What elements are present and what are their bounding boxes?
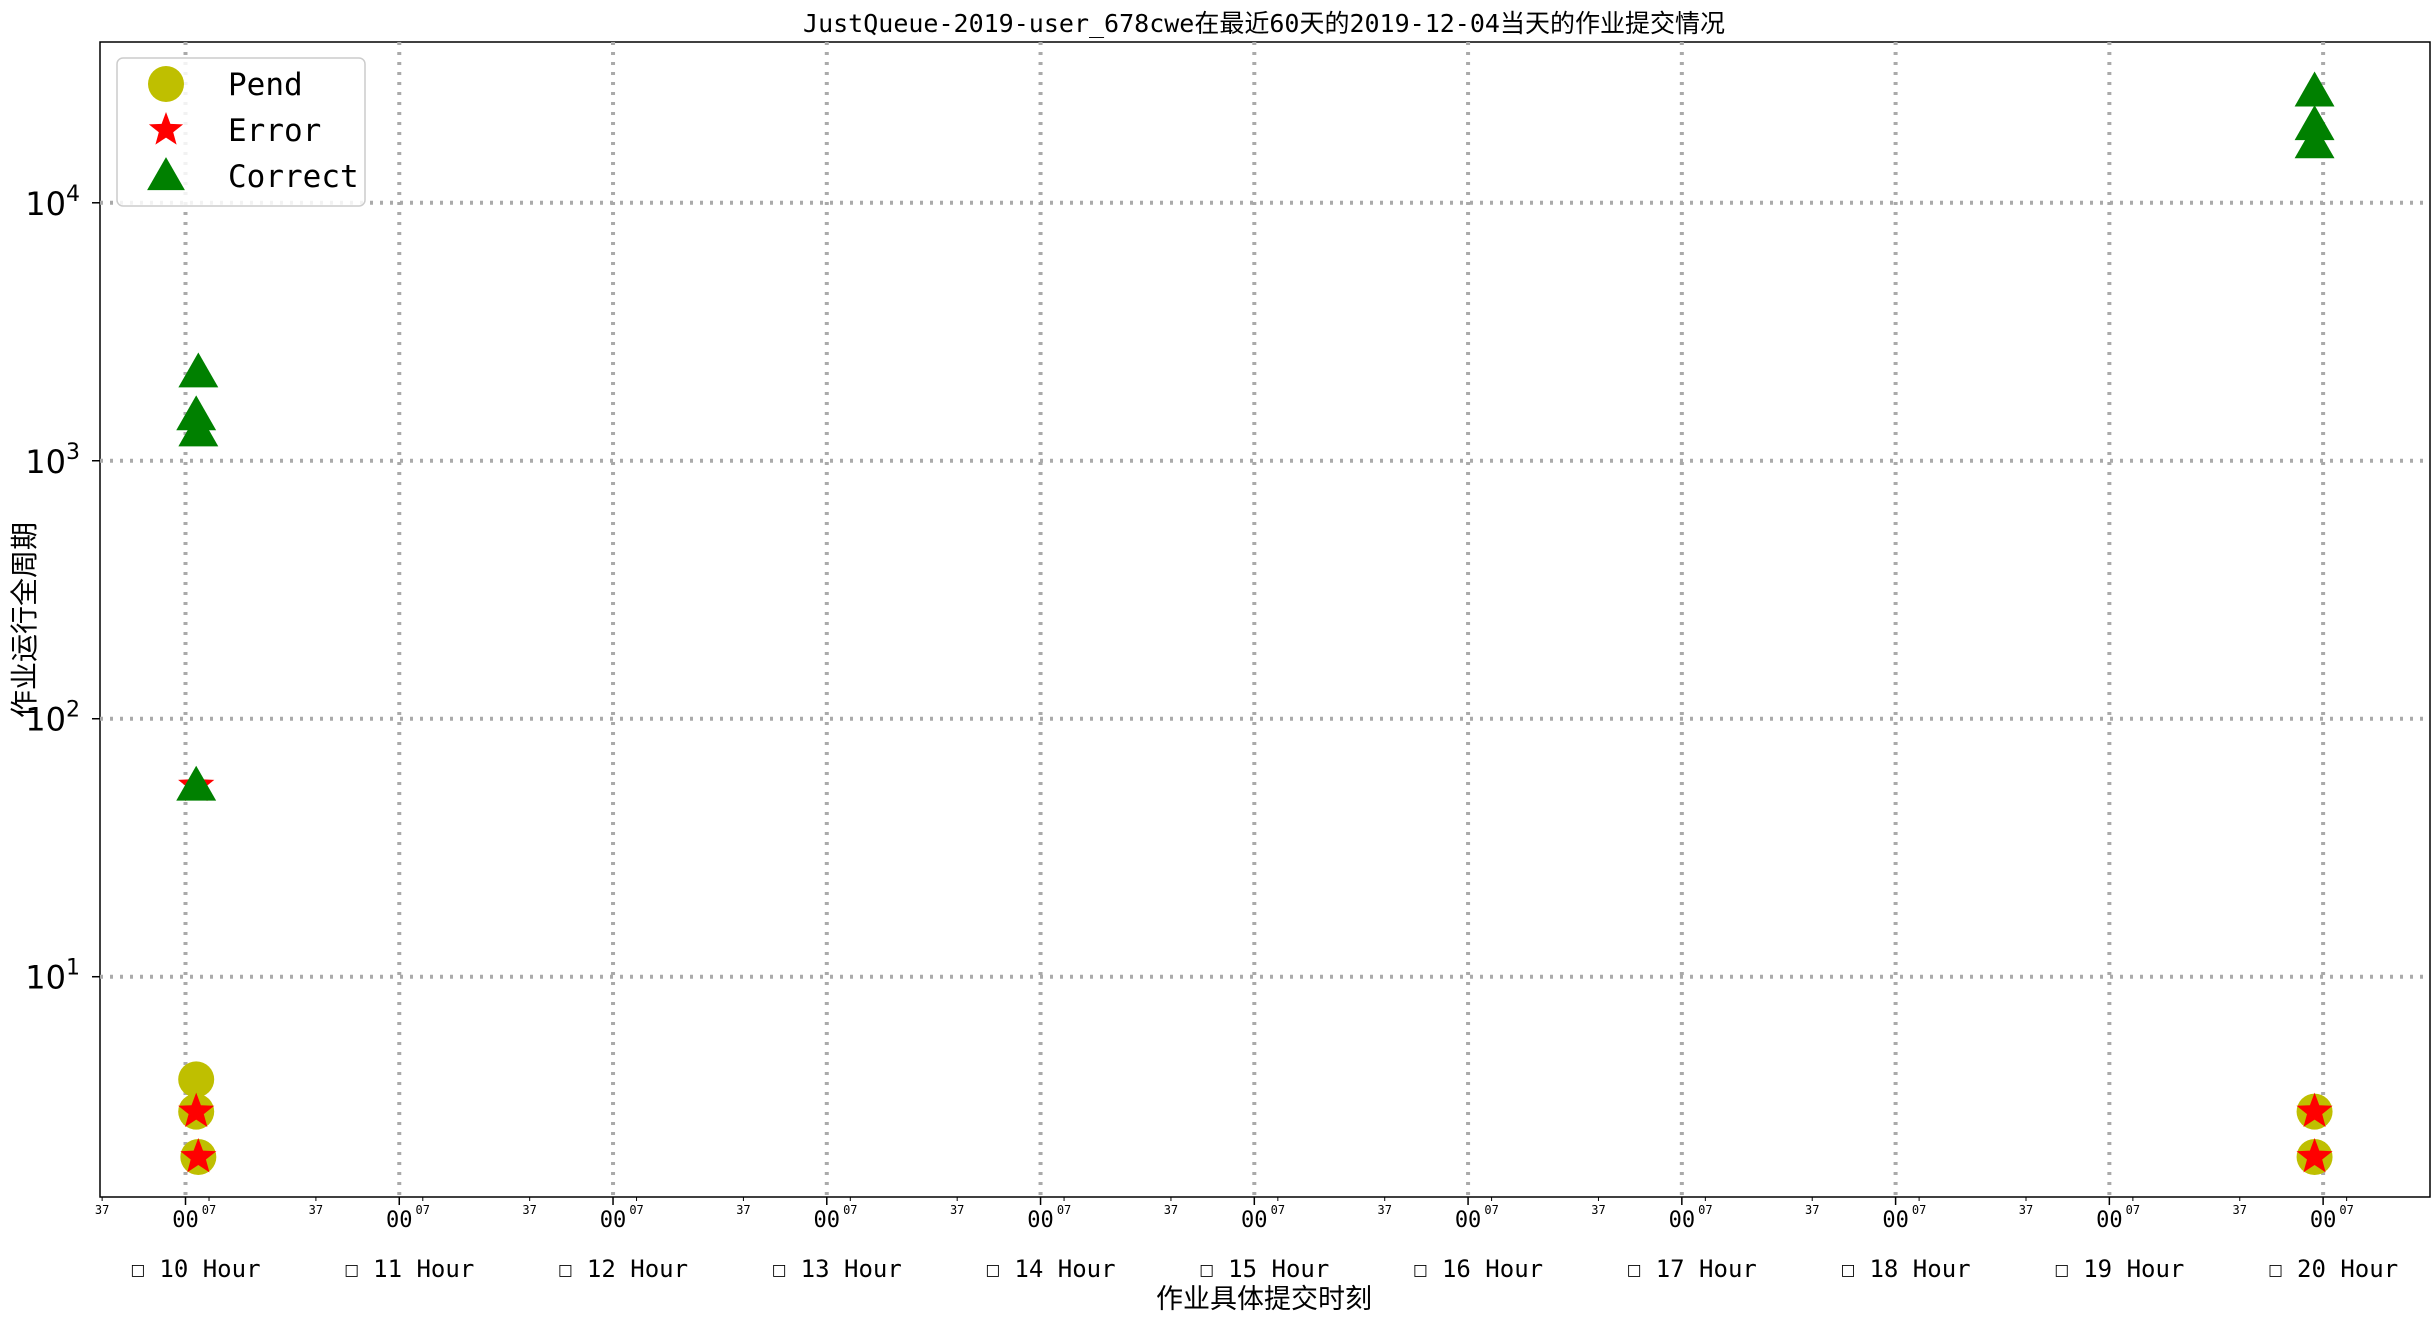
x-axis: 00 37 07 ☐ 10 Hour 00 37 07 ☐ 11 Hour 00 37 07 ☐ 12… [95, 1197, 2398, 1283]
x-major-tick-label: 00 [2096, 1208, 2123, 1233]
x-axis-label: 作业具体提交时刻 [1156, 1284, 1372, 1315]
x-minor-tick-label: 37 [1591, 1203, 1605, 1217]
x-major-tick-label: 00 [1669, 1208, 1696, 1233]
data-point-error [178, 1092, 215, 1127]
x-major-tick-label: 00 [1455, 1208, 1482, 1233]
x-minor-tick-label: 37 [2233, 1203, 2247, 1217]
x-minor-tick-label: 07 [2126, 1203, 2140, 1217]
x-major-tick-label: 00 [386, 1208, 413, 1233]
legend-label-pend: Pend [228, 67, 303, 103]
x-hour-label: ☐ 15 Hour [1199, 1255, 1329, 1283]
x-hour-label: ☐ 14 Hour [986, 1255, 1116, 1283]
x-minor-tick-label: 07 [1484, 1203, 1498, 1217]
x-minor-tick-label: 37 [2019, 1203, 2033, 1217]
x-minor-tick-label: 37 [522, 1203, 536, 1217]
x-major-tick-label: 00 [172, 1208, 199, 1233]
x-minor-tick-label: 37 [1377, 1203, 1391, 1217]
x-major-tick-label: 00 [1882, 1208, 1909, 1233]
x-hour-label: ☐ 20 Hour [2268, 1255, 2398, 1283]
data-point-correct [178, 352, 219, 388]
data-point-pend [178, 1061, 215, 1098]
x-major-tick-label: 00 [814, 1208, 841, 1233]
x-minor-tick-label: 07 [1698, 1203, 1712, 1217]
legend-label-error: Error [228, 113, 321, 149]
x-minor-tick-label: 37 [736, 1203, 750, 1217]
data-point-error [180, 1138, 217, 1173]
x-minor-tick-label: 37 [309, 1203, 323, 1217]
x-minor-tick-label: 07 [416, 1203, 430, 1217]
legend-marker-pend [148, 66, 184, 102]
x-minor-tick-label: 07 [202, 1203, 216, 1217]
x-major-tick-label: 00 [1241, 1208, 1268, 1233]
y-axis-label: 作业运行全周期 [8, 522, 41, 718]
x-minor-tick-label: 07 [1271, 1203, 1285, 1217]
legend-label-correct: Correct [228, 159, 359, 195]
data-points [176, 71, 2335, 1176]
data-point-error [2296, 1138, 2333, 1173]
x-minor-tick-label: 37 [1805, 1203, 1819, 1217]
legend: Pend Error Correct [116, 57, 366, 207]
y-axis: 101 102 103 104 [25, 182, 100, 997]
legend-marker-correct [147, 157, 185, 191]
chart-title: JustQueue-2019-user_678cwe在最近60天的2019-12… [803, 9, 1725, 38]
y-tick-label: 104 [25, 182, 80, 223]
x-minor-tick-label: 37 [950, 1203, 964, 1217]
data-point-correct [176, 395, 217, 431]
x-hour-label: ☐ 13 Hour [772, 1255, 902, 1283]
x-minor-tick-label: 07 [843, 1203, 857, 1217]
x-minor-tick-label: 07 [629, 1203, 643, 1217]
x-major-tick-label: 00 [600, 1208, 627, 1233]
data-point-correct [2294, 105, 2335, 141]
x-hour-label: ☐ 18 Hour [1841, 1255, 1971, 1283]
gridlines [100, 42, 2430, 1197]
x-hour-label: ☐ 11 Hour [344, 1255, 474, 1283]
y-tick-label: 102 [25, 698, 80, 739]
x-hour-label: ☐ 10 Hour [130, 1255, 260, 1283]
x-major-tick-label: 00 [1027, 1208, 1054, 1233]
x-major-tick-label: 00 [2310, 1208, 2337, 1233]
x-minor-tick-label: 37 [95, 1203, 109, 1217]
data-point-correct [2294, 71, 2335, 107]
data-point-error [2296, 1092, 2333, 1127]
y-tick-label: 101 [25, 956, 80, 997]
y-tick-label: 103 [25, 440, 80, 481]
x-minor-tick-label: 07 [2339, 1203, 2353, 1217]
x-minor-tick-label: 37 [1164, 1203, 1178, 1217]
x-hour-label: ☐ 12 Hour [558, 1255, 688, 1283]
data-point-correct [176, 765, 217, 801]
x-hour-label: ☐ 17 Hour [1627, 1255, 1757, 1283]
legend-marker-error [148, 112, 184, 145]
x-minor-tick-label: 07 [1912, 1203, 1926, 1217]
x-hour-label: ☐ 16 Hour [1413, 1255, 1543, 1283]
x-minor-tick-label: 07 [1057, 1203, 1071, 1217]
x-hour-label: ☐ 19 Hour [2054, 1255, 2184, 1283]
plot-area [99, 41, 2431, 1198]
data-point-correct [2294, 123, 2335, 159]
